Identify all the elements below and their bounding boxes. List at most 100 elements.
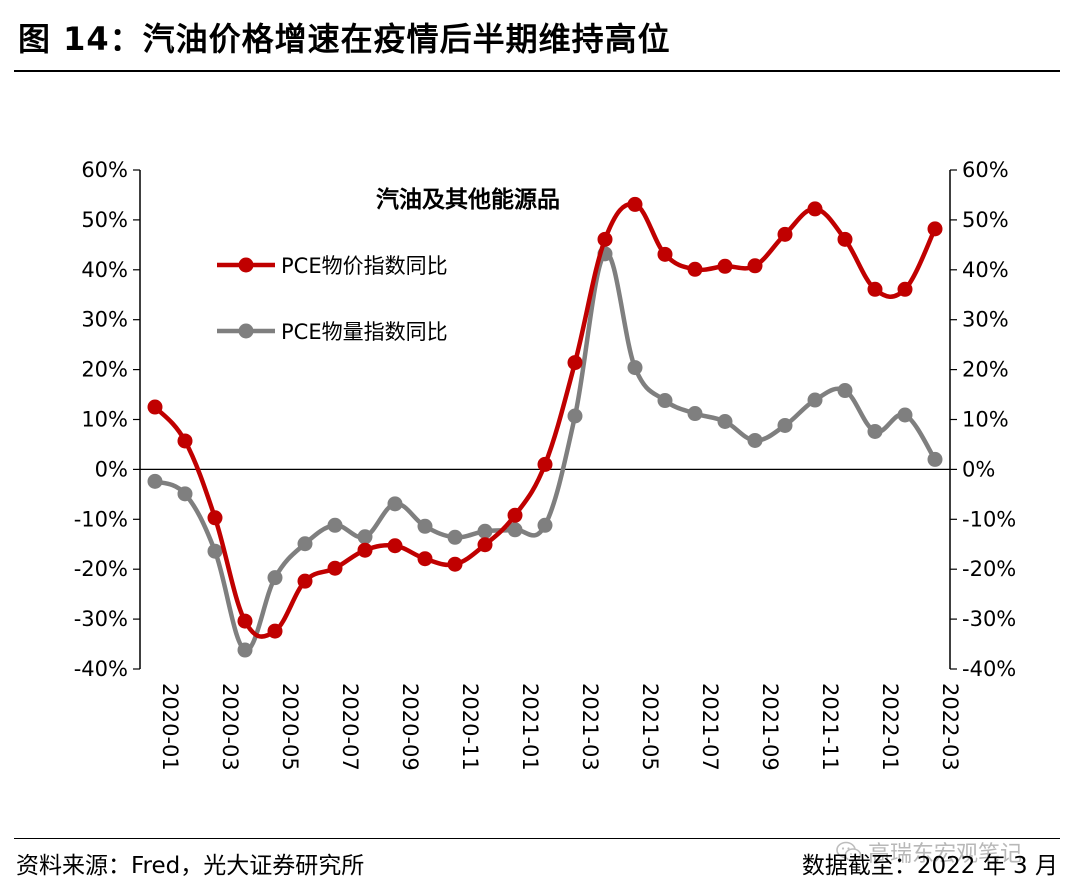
- data-point-volume: [807, 392, 823, 408]
- data-point-price: [507, 507, 523, 523]
- y-tick-label-right: 50%: [962, 208, 1009, 232]
- data-point-volume: [207, 543, 223, 559]
- data-point-volume: [417, 518, 433, 534]
- data-point-price: [747, 258, 763, 274]
- data-point-volume: [927, 451, 943, 467]
- data-point-volume: [777, 417, 793, 433]
- x-tick-label: 2022-03: [938, 683, 962, 771]
- data-point-volume: [657, 393, 673, 409]
- y-tick-label-left: 0%: [95, 457, 128, 481]
- data-point-price: [177, 433, 193, 449]
- data-point-price: [777, 226, 793, 242]
- y-tick-label-left: 40%: [81, 258, 128, 282]
- chart-axes: -40% -40% -30% -30% -20% -20% -10% -10% 0% 0% 10% 1…: [74, 158, 1017, 771]
- data-point-volume: [447, 529, 463, 545]
- y-tick-label-right: -40%: [962, 657, 1016, 681]
- chart-legend: PCE物价指数同比 PCE物量指数同比: [217, 254, 448, 344]
- title-divider: [14, 70, 1060, 72]
- data-point-price: [597, 231, 613, 247]
- y-tick-label-right: 10%: [962, 408, 1009, 432]
- chart-series: [147, 196, 943, 658]
- y-tick-label-left: -20%: [74, 557, 128, 581]
- y-tick-label-right: 40%: [962, 258, 1009, 282]
- legend-label-price: PCE物价指数同比: [281, 254, 448, 278]
- x-tick-label: 2020-11: [458, 683, 482, 771]
- watermark: 高瑞东宏观笔记: [836, 836, 1022, 868]
- data-point-volume: [627, 360, 643, 376]
- data-point-volume: [867, 423, 883, 439]
- data-point-volume: [177, 486, 193, 502]
- series-line-volume: [152, 251, 938, 653]
- x-tick-label: 2021-07: [698, 683, 722, 771]
- y-tick-label-right: 60%: [962, 158, 1009, 182]
- x-tick-label: 2020-01: [158, 683, 182, 771]
- x-tick-label: 2020-05: [278, 683, 302, 771]
- data-point-volume: [537, 517, 553, 533]
- y-tick-label-left: 50%: [81, 208, 128, 232]
- legend-marker-volume: [238, 323, 254, 339]
- x-tick-label: 2021-03: [578, 683, 602, 771]
- data-point-price: [657, 246, 673, 262]
- data-point-price: [327, 560, 343, 576]
- x-tick-label: 2020-07: [338, 683, 362, 771]
- data-point-price: [837, 231, 853, 247]
- y-tick-label-left: 30%: [81, 308, 128, 332]
- data-point-price: [447, 556, 463, 572]
- legend-marker-price: [238, 257, 254, 273]
- data-point-volume: [897, 407, 913, 423]
- data-point-volume: [147, 473, 163, 489]
- data-point-price: [627, 196, 643, 212]
- data-point-price: [147, 399, 163, 415]
- y-tick-label-right: -20%: [962, 557, 1016, 581]
- data-point-volume: [507, 522, 523, 538]
- data-point-volume: [387, 496, 403, 512]
- y-tick-label-left: 60%: [81, 158, 128, 182]
- data-point-volume: [687, 406, 703, 422]
- data-point-price: [387, 538, 403, 554]
- data-point-volume: [837, 383, 853, 399]
- wechat-icon: [836, 841, 862, 862]
- data-point-price: [927, 221, 943, 237]
- x-tick-label: 2022-01: [878, 683, 902, 771]
- data-point-volume: [267, 570, 283, 586]
- data-point-price: [297, 573, 313, 589]
- y-tick-label-left: -30%: [74, 607, 128, 631]
- data-point-price: [717, 258, 733, 274]
- legend-label-volume: PCE物量指数同比: [281, 320, 448, 344]
- y-tick-label-left: -10%: [74, 507, 128, 531]
- data-point-volume: [477, 523, 493, 539]
- data-point-volume: [237, 642, 253, 658]
- data-point-price: [567, 355, 583, 371]
- figure-title: 图 14：汽油价格增速在疫情后半期维持高位: [18, 20, 671, 58]
- watermark-text: 高瑞东宏观笔记: [868, 842, 1023, 867]
- x-tick-label: 2020-09: [398, 683, 422, 771]
- x-tick-label: 2020-03: [218, 683, 242, 771]
- source-note: 资料来源：Fred，光大证券研究所: [16, 853, 365, 879]
- data-cutoff-note: 数据截至：2022 年 3 月: [801, 853, 1058, 879]
- data-point-price: [267, 623, 283, 639]
- x-tick-label: 2021-11: [818, 683, 842, 771]
- footer-divider: [14, 838, 1060, 839]
- data-point-price: [417, 551, 433, 567]
- data-point-price: [237, 613, 253, 629]
- x-tick-label: 2021-09: [758, 683, 782, 771]
- data-point-price: [897, 281, 913, 297]
- data-point-volume: [747, 432, 763, 448]
- data-point-price: [207, 510, 223, 526]
- data-point-volume: [717, 413, 733, 429]
- y-tick-label-right: 20%: [962, 358, 1009, 382]
- data-point-volume: [357, 529, 373, 545]
- data-point-price: [537, 456, 553, 472]
- x-tick-label: 2021-01: [518, 683, 542, 771]
- data-point-volume: [297, 536, 313, 552]
- y-tick-label-right: -10%: [962, 507, 1016, 531]
- data-point-price: [477, 537, 493, 553]
- data-point-volume: [567, 408, 583, 424]
- data-point-price: [687, 261, 703, 277]
- data-point-price: [867, 281, 883, 297]
- y-tick-label-right: -30%: [962, 607, 1016, 631]
- y-tick-label-right: 30%: [962, 308, 1009, 332]
- x-tick-label: 2021-05: [638, 683, 662, 771]
- chart-subtitle: 汽油及其他能源品: [376, 186, 560, 213]
